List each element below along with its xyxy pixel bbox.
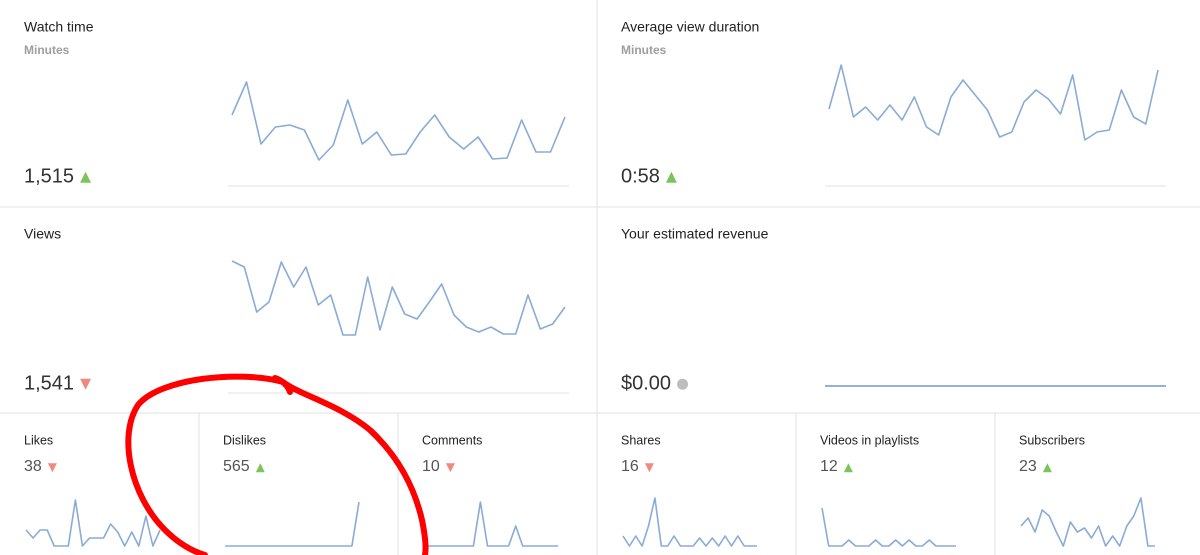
sparkline [231, 260, 566, 336]
card-title: Views [24, 226, 61, 242]
card-value: 1,541 [24, 372, 74, 394]
metric-title: Comments [422, 433, 482, 447]
card-subtitle: Minutes [621, 43, 667, 57]
card-title: Watch time [24, 19, 94, 35]
metric-title: Likes [24, 433, 53, 447]
card-value: $0.00 [621, 372, 671, 394]
trend-down [47, 463, 57, 473]
trend-down [445, 463, 455, 473]
metric-title: Dislikes [223, 433, 266, 447]
trend-down [644, 463, 654, 473]
sparkline [25, 499, 161, 547]
trend-up [665, 171, 677, 183]
trend-up [843, 463, 853, 473]
trend-up [1042, 463, 1052, 473]
sparkline [1020, 497, 1155, 547]
sparkline [424, 501, 558, 547]
sparkline [231, 81, 566, 161]
sparkline [622, 497, 757, 547]
sparkline [225, 501, 360, 547]
metric-value: 23 [1019, 458, 1037, 475]
metric-value: 12 [820, 458, 838, 475]
metric-title: Videos in playlists [820, 433, 919, 447]
metric-value: 38 [24, 458, 42, 475]
metric-value: 565 [223, 458, 250, 475]
card-title: Your estimated revenue [621, 226, 769, 242]
metric-value: 16 [621, 458, 639, 475]
sparkline [821, 507, 956, 547]
card-subtitle: Minutes [24, 43, 70, 57]
metric-title: Subscribers [1019, 433, 1085, 447]
red-circle-annotation [125, 373, 429, 555]
card-value: 0:58 [621, 165, 660, 187]
trend-flat [677, 378, 689, 390]
metric-title: Shares [621, 433, 661, 447]
card-title: Average view duration [621, 19, 759, 35]
sparkline [828, 64, 1159, 141]
trend-down [80, 378, 92, 390]
trend-up [255, 463, 265, 473]
trend-up [80, 171, 92, 183]
card-value: 1,515 [24, 165, 74, 187]
metric-value: 10 [422, 458, 440, 475]
